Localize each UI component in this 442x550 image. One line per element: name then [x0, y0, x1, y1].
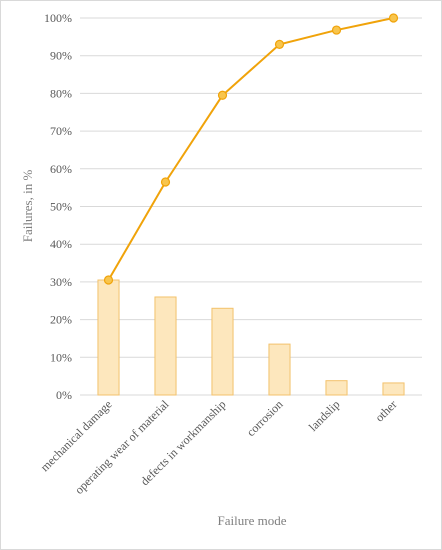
- y-tick-label: 60%: [50, 162, 72, 176]
- line-point: [388, 13, 399, 23]
- y-tick-label: 10%: [50, 350, 72, 364]
- line-point: [331, 25, 342, 35]
- y-tick-label: 50%: [50, 200, 72, 214]
- x-tick-label: corrosion: [244, 397, 286, 439]
- bar: [382, 382, 405, 396]
- y-tick-label: 90%: [50, 49, 72, 63]
- y-axis-title: Failures, in %: [20, 170, 35, 243]
- y-tick-label: 0%: [56, 388, 72, 402]
- y-tick-label: 40%: [50, 237, 72, 251]
- y-tick-label: 100%: [44, 11, 72, 25]
- line-point: [160, 177, 171, 187]
- bar: [97, 279, 120, 396]
- y-tick-label: 30%: [50, 275, 72, 289]
- line-point: [103, 275, 114, 285]
- x-axis-title: Failure mode: [218, 513, 287, 528]
- y-axis-ticks: 0% 10% 20% 30% 40% 50% 60% 70% 80% 90% 100%: [44, 11, 72, 402]
- bar: [154, 296, 177, 396]
- x-tick-label: other: [372, 397, 399, 424]
- bar: [325, 380, 348, 396]
- line-point: [274, 39, 285, 49]
- gridlines: [80, 17, 422, 396]
- bar: [211, 307, 234, 396]
- x-tick-label: operating wear of material: [72, 397, 172, 497]
- line-point: [217, 90, 228, 100]
- y-tick-label: 80%: [50, 86, 72, 100]
- y-tick-label: 70%: [50, 124, 72, 138]
- x-tick-label: landslip: [306, 397, 343, 434]
- bar: [268, 343, 291, 396]
- cumulative-line-path: [107, 17, 394, 281]
- bars: [97, 279, 405, 396]
- y-tick-label: 20%: [50, 313, 72, 327]
- cumulative-line: [103, 13, 399, 285]
